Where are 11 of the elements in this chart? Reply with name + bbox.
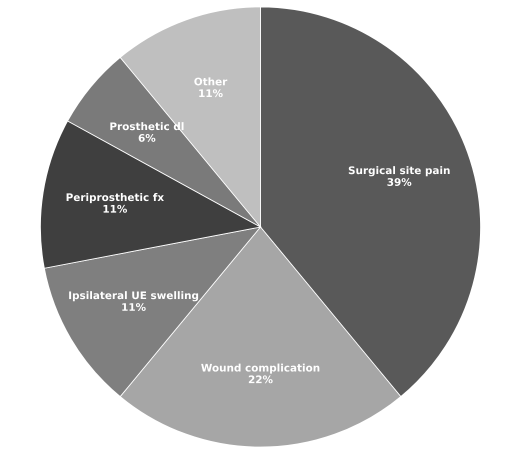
slice-label: Surgical site pain [348, 166, 450, 176]
data-label: 22% [248, 375, 273, 384]
data-label: 11% [104, 204, 127, 213]
slice-label: Other [194, 77, 228, 86]
slice-label: Ipsilateral UE swelling [69, 291, 198, 302]
slice-label: Wound complication [201, 364, 320, 374]
data-label: 6% [138, 134, 156, 142]
slice-label: Periprosthetic fx [66, 193, 164, 204]
data-label: 39% [387, 178, 412, 186]
data-label: 11% [199, 89, 223, 98]
data-label: 11% [122, 303, 146, 311]
